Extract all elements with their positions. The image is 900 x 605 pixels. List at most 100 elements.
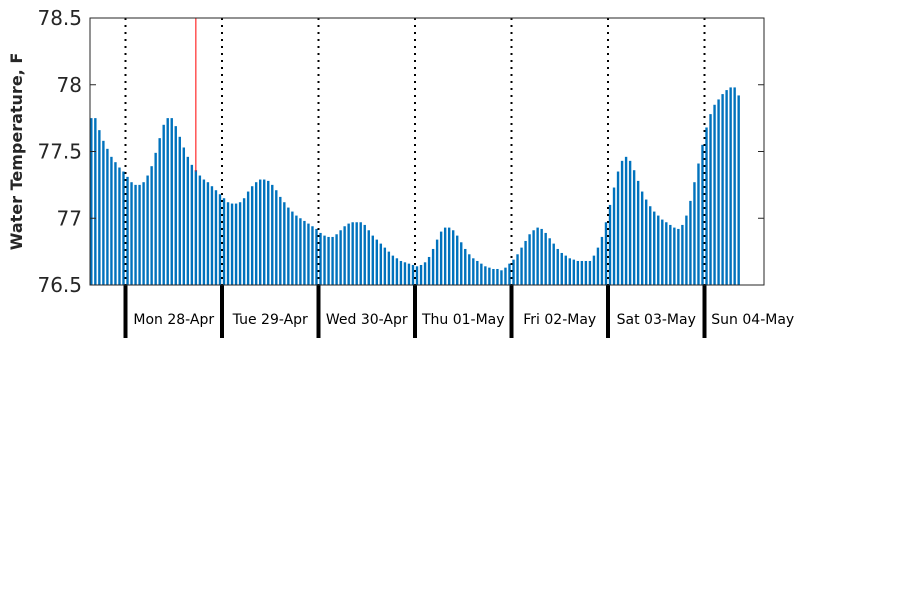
- data-bar: [717, 99, 720, 285]
- y-tick-label: 78.5: [37, 6, 82, 30]
- data-bar: [721, 94, 724, 285]
- data-bar: [110, 156, 113, 285]
- data-bar: [170, 118, 173, 285]
- data-bar: [90, 118, 93, 285]
- data-bar: [657, 215, 660, 285]
- data-bar: [612, 187, 616, 285]
- data-bar: [186, 156, 190, 285]
- data-bar: [580, 260, 584, 285]
- bars-layer: [90, 87, 740, 286]
- data-bar: [628, 160, 632, 285]
- data-bar: [725, 90, 728, 285]
- data-bar: [359, 222, 362, 285]
- data-bar: [681, 224, 684, 285]
- data-bar: [411, 264, 415, 285]
- y-axis-ticks: 76.5 77 77.5 78 78.5: [37, 6, 764, 297]
- data-bar: [685, 215, 688, 285]
- data-bar: [323, 235, 326, 285]
- data-bar: [709, 114, 712, 286]
- day-label: Fri 02-May: [523, 312, 596, 328]
- data-bar: [520, 247, 523, 285]
- day-label: Sat 03-May: [617, 312, 696, 328]
- data-bar: [540, 228, 543, 285]
- data-bar: [234, 203, 238, 285]
- data-bar: [608, 204, 612, 285]
- data-bar: [150, 166, 153, 285]
- data-bar: [500, 270, 503, 285]
- data-bar: [351, 222, 354, 285]
- data-bar: [600, 236, 604, 285]
- data-bar: [451, 230, 455, 285]
- data-bar: [194, 170, 198, 285]
- data-bar: [106, 148, 109, 285]
- data-bar: [202, 179, 206, 285]
- data-bar: [250, 186, 254, 285]
- data-bar: [291, 211, 294, 285]
- data-bar: [387, 251, 391, 285]
- data-bar: [484, 266, 487, 285]
- data-bar: [697, 163, 700, 285]
- data-bar: [283, 202, 286, 285]
- data-bar: [632, 170, 636, 285]
- data-bar: [733, 87, 736, 285]
- data-bar: [102, 140, 105, 285]
- y-tick-label: 77: [57, 206, 82, 230]
- data-bar: [737, 95, 740, 286]
- data-bar: [182, 147, 186, 285]
- data-bar: [138, 184, 141, 285]
- data-bar: [174, 126, 177, 285]
- data-bar: [460, 242, 463, 285]
- data-bar: [439, 231, 443, 285]
- data-bar: [158, 138, 161, 285]
- data-bar: [472, 258, 475, 285]
- data-bar: [496, 268, 499, 285]
- data-bar: [226, 202, 230, 285]
- data-bar: [488, 267, 491, 285]
- data-bar: [576, 260, 580, 285]
- day-label: Tue 29-Apr: [232, 312, 308, 328]
- data-bar: [162, 124, 165, 285]
- data-bar: [166, 118, 169, 285]
- data-bar: [218, 194, 222, 285]
- day-labels: Mon 28-Apr Tue 29-Apr Wed 30-Apr Thu 01-May…: [133, 312, 794, 328]
- day-label: Mon 28-Apr: [133, 312, 214, 328]
- data-bar: [146, 175, 149, 285]
- data-bar: [198, 175, 202, 285]
- data-bar: [548, 238, 551, 285]
- data-bar: [319, 232, 322, 285]
- data-bar: [242, 198, 246, 285]
- data-bar: [94, 118, 97, 285]
- data-bar: [391, 255, 395, 285]
- data-bar: [653, 211, 656, 285]
- data-bar: [399, 260, 403, 285]
- data-bar: [367, 230, 370, 285]
- data-bar: [122, 171, 125, 285]
- data-bar: [311, 226, 314, 285]
- data-bar: [464, 248, 467, 285]
- data-bar: [431, 248, 435, 285]
- data-bar: [379, 243, 383, 285]
- data-bar: [516, 254, 519, 285]
- data-bar: [267, 180, 270, 285]
- data-bar: [415, 266, 419, 285]
- data-bar: [729, 87, 732, 285]
- data-bar: [693, 182, 696, 285]
- data-bar: [435, 239, 439, 285]
- data-bar: [504, 267, 507, 285]
- data-bar: [584, 260, 588, 285]
- data-bar: [335, 234, 338, 285]
- data-bar: [468, 254, 471, 285]
- data-bar: [624, 156, 628, 285]
- data-bar: [588, 260, 592, 285]
- data-bar: [596, 247, 600, 285]
- data-bar: [275, 190, 278, 285]
- data-bar: [556, 248, 559, 285]
- data-bar: [661, 219, 664, 285]
- data-bar: [315, 228, 318, 285]
- data-bar: [423, 262, 427, 285]
- data-bar: [407, 263, 411, 285]
- data-bar: [508, 263, 511, 285]
- data-bar: [222, 198, 226, 285]
- data-bar: [705, 127, 708, 285]
